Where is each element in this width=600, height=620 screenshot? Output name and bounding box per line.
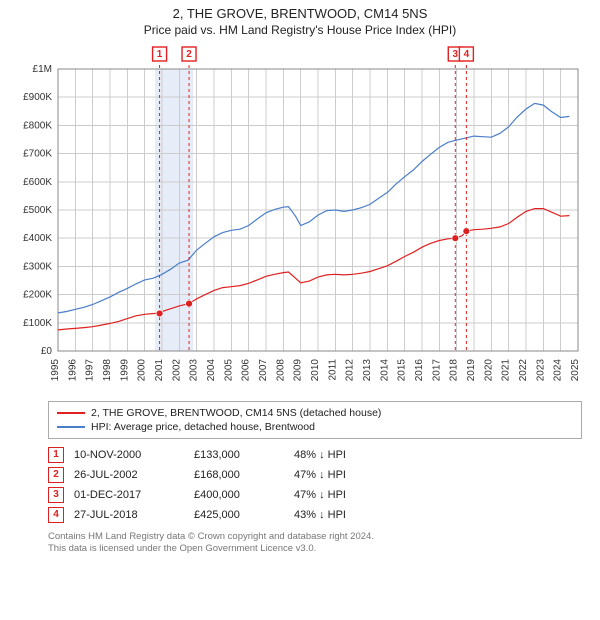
svg-text:2025: 2025 [570, 359, 581, 382]
svg-text:2002: 2002 [171, 359, 182, 382]
legend-swatch [57, 426, 85, 428]
footnote: Contains HM Land Registry data © Crown c… [48, 531, 582, 556]
svg-text:2: 2 [186, 49, 192, 60]
row-price: £168,000 [194, 465, 294, 485]
svg-text:2003: 2003 [189, 359, 200, 382]
svg-text:2017: 2017 [431, 359, 442, 382]
chart-subtitle: Price paid vs. HM Land Registry's House … [0, 23, 600, 37]
svg-text:1: 1 [157, 49, 163, 60]
row-gap: 47% ↓ HPI [294, 485, 356, 505]
row-gap: 43% ↓ HPI [294, 505, 356, 525]
table-row: 1 10-NOV-2000£133,00048% ↓ HPI [48, 445, 356, 465]
svg-text:4: 4 [464, 49, 470, 60]
legend-item: HPI: Average price, detached house, Bren… [57, 420, 573, 434]
row-number-badge: 2 [48, 467, 64, 483]
svg-text:2009: 2009 [293, 359, 304, 382]
svg-text:2013: 2013 [362, 359, 373, 382]
svg-text:£900K: £900K [23, 92, 52, 103]
svg-text:£100K: £100K [23, 318, 52, 329]
svg-text:2018: 2018 [449, 359, 460, 382]
row-number-badge: 3 [48, 487, 64, 503]
svg-text:2011: 2011 [327, 359, 338, 381]
footnote-line-1: Contains HM Land Registry data © Crown c… [48, 531, 582, 543]
svg-text:2015: 2015 [397, 359, 408, 382]
svg-text:£700K: £700K [23, 149, 52, 160]
svg-text:3: 3 [452, 49, 458, 60]
row-price: £133,000 [194, 445, 294, 465]
svg-text:2012: 2012 [345, 359, 356, 382]
svg-text:2022: 2022 [518, 359, 529, 382]
legend-label: HPI: Average price, detached house, Bren… [91, 421, 315, 433]
legend: 2, THE GROVE, BRENTWOOD, CM14 5NS (detac… [48, 401, 582, 439]
row-number-badge: 1 [48, 447, 64, 463]
svg-text:2006: 2006 [241, 359, 252, 382]
svg-text:2000: 2000 [137, 359, 148, 382]
legend-swatch [57, 412, 85, 414]
svg-text:2019: 2019 [466, 359, 477, 382]
row-gap: 48% ↓ HPI [294, 445, 356, 465]
svg-text:£300K: £300K [23, 261, 52, 272]
svg-text:2008: 2008 [275, 359, 286, 382]
row-price: £425,000 [194, 505, 294, 525]
svg-text:1998: 1998 [102, 359, 113, 382]
chart-title: 2, THE GROVE, BRENTWOOD, CM14 5NS [0, 6, 600, 21]
svg-text:1999: 1999 [119, 359, 130, 382]
svg-text:2024: 2024 [553, 359, 564, 382]
svg-text:1995: 1995 [50, 359, 61, 382]
svg-text:£600K: £600K [23, 177, 52, 188]
svg-text:1997: 1997 [85, 359, 96, 382]
legend-item: 2, THE GROVE, BRENTWOOD, CM14 5NS (detac… [57, 406, 573, 420]
page: 2, THE GROVE, BRENTWOOD, CM14 5NS Price … [0, 0, 600, 556]
svg-text:2014: 2014 [379, 359, 390, 382]
svg-text:2005: 2005 [223, 359, 234, 382]
svg-text:£500K: £500K [23, 205, 52, 216]
table-row: 3 01-DEC-2017£400,00047% ↓ HPI [48, 485, 356, 505]
row-number-badge: 4 [48, 507, 64, 523]
svg-text:£400K: £400K [23, 233, 52, 244]
table-row: 2 26-JUL-2002£168,00047% ↓ HPI [48, 465, 356, 485]
row-gap: 47% ↓ HPI [294, 465, 356, 485]
table-row: 4 27-JUL-2018£425,00043% ↓ HPI [48, 505, 356, 525]
svg-text:2020: 2020 [483, 359, 494, 382]
svg-text:1996: 1996 [67, 359, 78, 382]
row-date: 01-DEC-2017 [74, 485, 194, 505]
svg-text:2010: 2010 [310, 359, 321, 382]
line-chart-svg: £0 £100K £200K £300K £400K £500K £600K £700K £80… [10, 43, 590, 393]
row-date: 10-NOV-2000 [74, 445, 194, 465]
svg-text:2016: 2016 [414, 359, 425, 382]
svg-text:£1M: £1M [33, 64, 52, 75]
svg-text:£0: £0 [41, 346, 53, 357]
svg-text:2007: 2007 [258, 359, 269, 382]
sales-table: 1 10-NOV-2000£133,00048% ↓ HPI 2 26-JUL-200… [48, 445, 356, 525]
row-date: 27-JUL-2018 [74, 505, 194, 525]
svg-text:2021: 2021 [501, 359, 512, 382]
svg-text:£800K: £800K [23, 120, 52, 131]
row-price: £400,000 [194, 485, 294, 505]
row-date: 26-JUL-2002 [74, 465, 194, 485]
svg-text:£200K: £200K [23, 290, 52, 301]
svg-text:2023: 2023 [535, 359, 546, 382]
legend-label: 2, THE GROVE, BRENTWOOD, CM14 5NS (detac… [91, 407, 381, 419]
footnote-line-2: This data is licensed under the Open Gov… [48, 543, 582, 555]
chart-area: £0 £100K £200K £300K £400K £500K £600K £700K £80… [10, 43, 590, 393]
title-block: 2, THE GROVE, BRENTWOOD, CM14 5NS Price … [0, 0, 600, 37]
svg-text:2004: 2004 [206, 359, 217, 382]
svg-text:2001: 2001 [154, 359, 165, 382]
